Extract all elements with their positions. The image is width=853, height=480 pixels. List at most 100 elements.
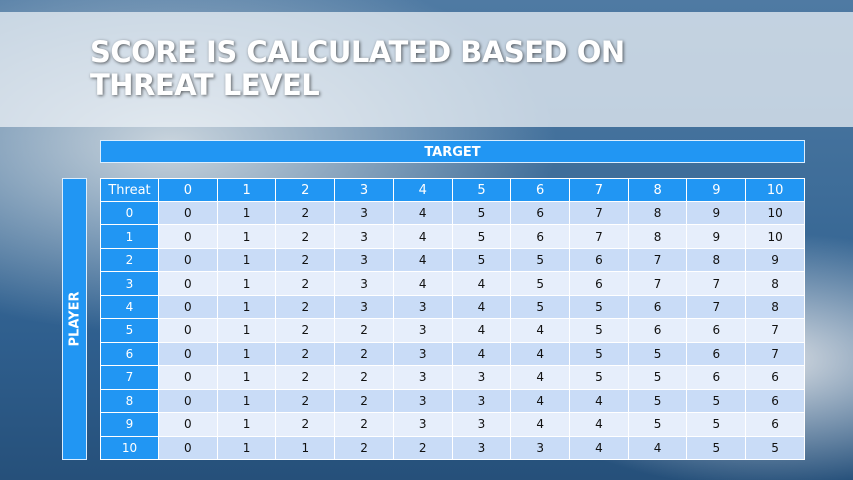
table-cell: 3 — [451, 412, 512, 437]
column-header: 9 — [686, 178, 747, 202]
column-header: 0 — [158, 178, 218, 202]
row-header: 3 — [100, 271, 159, 296]
table-cell: 9 — [686, 224, 747, 249]
table-cell: 0 — [158, 271, 218, 296]
table-cell: 1 — [216, 200, 277, 226]
table-cell: 3 — [334, 200, 394, 226]
table-cell: 3 — [392, 341, 453, 367]
table-cell: 5 — [510, 247, 571, 273]
table-cell: 2 — [275, 200, 336, 226]
row-header: 10 — [100, 435, 159, 461]
table-cell: 7 — [686, 294, 747, 320]
table-cell: 2 — [275, 271, 336, 296]
table-cell: 2 — [275, 412, 336, 437]
title-band — [0, 12, 853, 127]
table-cell: 8 — [627, 200, 688, 226]
table-row: 10 0 1 1 2 2 3 3 4 4 5 5 — [100, 435, 805, 461]
table-cell: 4 — [510, 318, 571, 343]
table-cell: 1 — [216, 365, 277, 390]
table-cell: 6 — [569, 271, 629, 296]
table-cell: 5 — [627, 365, 688, 390]
corner-cell: Threat — [100, 178, 159, 202]
table-cell: 2 — [334, 341, 394, 367]
table-cell: 5 — [451, 200, 512, 226]
table-cell: 4 — [627, 435, 688, 461]
table-cell: 8 — [745, 271, 805, 296]
table-cell: 2 — [275, 247, 336, 273]
table-cell: 5 — [569, 365, 629, 390]
table-cell: 4 — [569, 435, 629, 461]
slide-title: SCORE IS CALCULATED BASED ON THREAT LEVE… — [90, 35, 625, 102]
table-cell: 5 — [686, 435, 747, 461]
table-cell: 10 — [745, 224, 805, 249]
table-cell: 2 — [334, 388, 394, 414]
table-cell: 9 — [686, 200, 747, 226]
column-header: 5 — [451, 178, 512, 202]
table-cell: 8 — [627, 224, 688, 249]
table-cell: 6 — [745, 412, 805, 437]
table-cell: 0 — [158, 318, 218, 343]
table-cell: 1 — [216, 341, 277, 367]
table-cell: 7 — [569, 224, 629, 249]
player-header: PLAYER — [62, 178, 87, 460]
table-cell: 3 — [334, 247, 394, 273]
table-cell: 7 — [745, 318, 805, 343]
row-header: 9 — [100, 412, 159, 437]
table-cell: 1 — [216, 271, 277, 296]
row-header: 5 — [100, 318, 159, 343]
table-cell: 6 — [627, 318, 688, 343]
table-cell: 5 — [451, 224, 512, 249]
table-cell: 0 — [158, 365, 218, 390]
table-cell: 2 — [334, 318, 394, 343]
column-header: 1 — [216, 178, 277, 202]
table-cell: 6 — [510, 224, 571, 249]
table-cell: 4 — [451, 318, 512, 343]
table-cell: 2 — [334, 412, 394, 437]
table-cell: 7 — [686, 271, 747, 296]
table-cell: 3 — [451, 388, 512, 414]
table-cell: 2 — [275, 365, 336, 390]
row-header: 6 — [100, 341, 159, 367]
table-cell: 7 — [569, 200, 629, 226]
table-cell: 3 — [392, 318, 453, 343]
table-cell: 1 — [216, 435, 277, 461]
row-header: 0 — [100, 200, 159, 226]
table-cell: 6 — [627, 294, 688, 320]
table-cell: 3 — [510, 435, 571, 461]
table-cell: 4 — [510, 388, 571, 414]
row-header: 7 — [100, 365, 159, 390]
row-header: 2 — [100, 247, 159, 273]
table-cell: 4 — [569, 412, 629, 437]
table-cell: 4 — [451, 294, 512, 320]
table-cell: 1 — [216, 294, 277, 320]
table-cell: 1 — [275, 435, 336, 461]
table-cell: 6 — [686, 365, 747, 390]
table-cell: 3 — [334, 271, 394, 296]
table-cell: 4 — [392, 200, 453, 226]
table-cell: 6 — [569, 247, 629, 273]
column-header: 4 — [392, 178, 453, 202]
column-header: 7 — [569, 178, 629, 202]
table-cell: 5 — [569, 294, 629, 320]
table-cell: 3 — [334, 294, 394, 320]
table-header-row: Threat 0 1 2 3 4 5 6 7 8 9 10 — [100, 178, 805, 202]
table-cell: 5 — [686, 388, 747, 414]
column-header: 2 — [275, 178, 336, 202]
column-header: 10 — [745, 178, 805, 202]
table-cell: 1 — [216, 247, 277, 273]
table-cell: 5 — [569, 318, 629, 343]
player-label: PLAYER — [67, 291, 82, 347]
table-cell: 5 — [569, 341, 629, 367]
table-cell: 2 — [334, 365, 394, 390]
table-cell: 0 — [158, 341, 218, 367]
table-cell: 3 — [392, 294, 453, 320]
table-cell: 9 — [745, 247, 805, 273]
table-cell: 4 — [392, 224, 453, 249]
table-cell: 3 — [392, 412, 453, 437]
